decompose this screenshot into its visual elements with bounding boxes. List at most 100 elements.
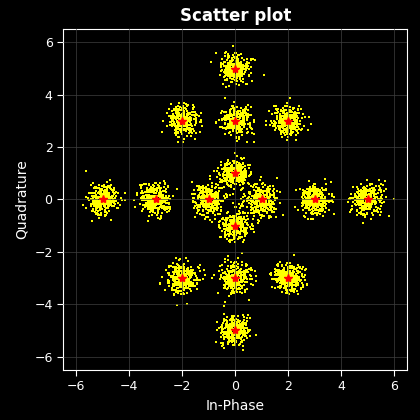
Point (98, 198, 105, 205)
Point (228, 327, 235, 334)
Point (181, 110, 187, 117)
Point (366, 203, 373, 210)
Point (172, 104, 179, 110)
Point (176, 116, 182, 123)
Point (330, 199, 336, 206)
Point (160, 191, 167, 198)
Point (239, 259, 245, 265)
Point (227, 213, 234, 219)
Point (234, 55, 241, 62)
Point (236, 126, 243, 133)
Point (269, 204, 276, 210)
Point (213, 167, 220, 174)
Point (90, 180, 97, 186)
Point (165, 113, 172, 120)
Point (306, 188, 312, 195)
Point (248, 273, 255, 280)
Point (223, 84, 230, 90)
Point (238, 327, 244, 333)
Point (228, 335, 235, 341)
Point (352, 194, 358, 201)
Point (370, 188, 377, 195)
Point (173, 186, 180, 192)
Point (225, 181, 231, 188)
Point (238, 178, 245, 185)
Point (298, 286, 304, 293)
Point (367, 198, 373, 205)
Point (230, 122, 237, 129)
Point (94, 197, 101, 204)
Point (231, 112, 237, 118)
Point (202, 201, 209, 207)
Point (280, 273, 286, 279)
Point (273, 205, 280, 212)
Point (181, 263, 188, 270)
Point (254, 191, 260, 198)
Point (353, 196, 360, 203)
Point (186, 118, 192, 125)
Point (366, 198, 373, 205)
Point (311, 197, 318, 204)
Point (288, 114, 294, 121)
Point (354, 197, 361, 204)
Point (106, 200, 113, 206)
Point (241, 226, 248, 233)
Point (174, 270, 181, 277)
Point (255, 198, 262, 205)
Point (261, 203, 268, 210)
Point (171, 269, 178, 276)
Point (196, 265, 202, 272)
Point (273, 266, 280, 273)
Point (169, 281, 176, 287)
Point (367, 194, 374, 200)
Point (236, 121, 242, 128)
Point (178, 271, 185, 278)
Point (228, 230, 235, 237)
Point (184, 120, 190, 126)
Point (241, 320, 248, 327)
Point (234, 174, 241, 181)
Point (290, 122, 297, 129)
Point (165, 269, 171, 276)
Point (365, 203, 371, 210)
Point (223, 171, 230, 177)
Point (220, 331, 227, 338)
Point (282, 113, 289, 120)
Point (190, 281, 197, 287)
Point (358, 208, 365, 215)
Point (281, 277, 287, 284)
Point (229, 118, 236, 125)
Point (241, 325, 248, 332)
Point (278, 113, 285, 120)
Point (233, 322, 240, 328)
Point (238, 165, 245, 172)
Point (222, 331, 229, 337)
Point (291, 125, 298, 132)
Point (259, 193, 266, 199)
Point (260, 199, 266, 206)
Point (361, 188, 368, 194)
Point (280, 113, 286, 119)
Point (161, 187, 168, 194)
Point (364, 201, 370, 208)
Point (264, 193, 270, 199)
Point (291, 113, 298, 119)
Point (368, 210, 375, 216)
Point (228, 221, 235, 228)
Point (247, 314, 253, 321)
Point (241, 313, 247, 320)
Point (192, 202, 198, 209)
Point (234, 58, 241, 65)
Point (236, 168, 243, 175)
Point (160, 193, 167, 200)
Point (178, 112, 184, 119)
Point (312, 202, 319, 209)
Point (231, 226, 237, 232)
Point (108, 200, 115, 207)
Point (158, 273, 165, 280)
Point (278, 270, 285, 277)
Point (207, 176, 213, 182)
Point (360, 210, 367, 217)
Point (239, 331, 246, 338)
Point (224, 177, 231, 184)
